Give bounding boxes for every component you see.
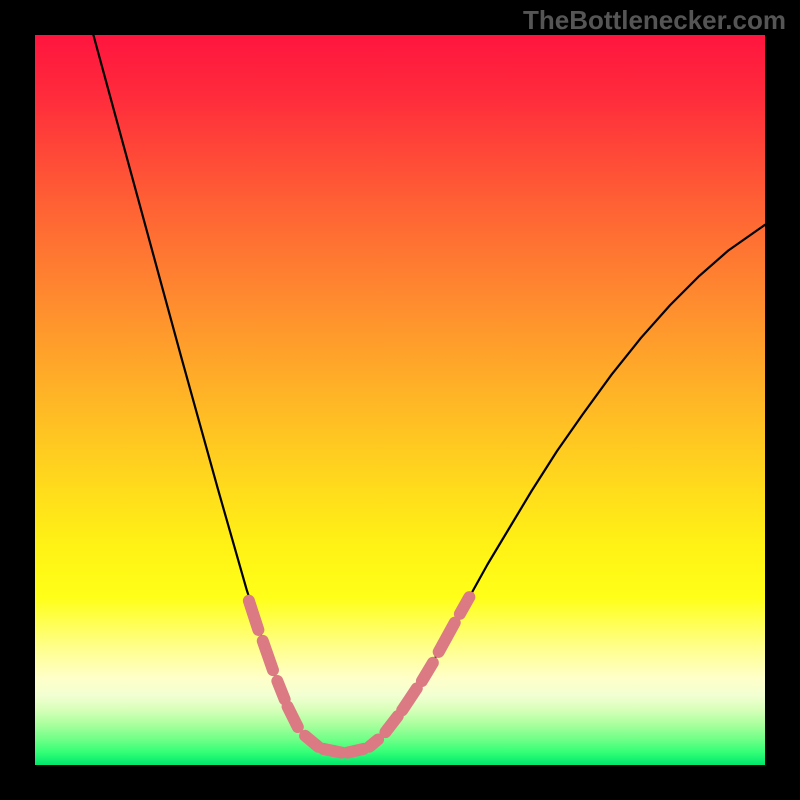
highlight-segment <box>277 681 284 699</box>
highlight-segment <box>288 707 298 727</box>
highlight-segment <box>249 601 258 630</box>
plot-area <box>35 35 765 765</box>
highlight-segment <box>369 739 378 746</box>
watermark-text: TheBottlenecker.com <box>523 5 786 36</box>
highlight-segment <box>385 716 397 732</box>
highlight-segment <box>460 597 469 614</box>
bottleneck-curve <box>93 35 765 753</box>
highlight-segments <box>249 597 469 752</box>
highlight-segment <box>422 663 433 681</box>
highlight-segment <box>305 736 318 747</box>
highlight-segment <box>347 749 363 753</box>
highlight-segment <box>323 749 341 753</box>
highlight-segment <box>402 688 417 710</box>
chart-overlay-svg <box>35 35 765 765</box>
highlight-segment <box>439 623 455 652</box>
highlight-segment <box>263 641 273 670</box>
